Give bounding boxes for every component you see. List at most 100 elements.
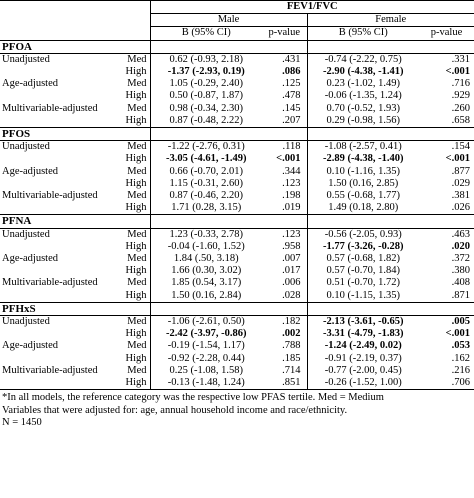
female-estimate: 0.29 (-0.98, 1.56)	[326, 114, 401, 126]
table-row: Age-adjusted Med 1.84 (.50, 3.18) .007 0.57 …	[0, 253, 474, 266]
row-label	[0, 353, 117, 365]
male-estimate: 0.87 (-0.46, 2.20)	[169, 190, 244, 202]
table-row: Unadjusted Med -1.06 (-2.61, 0.50) .182 -2.1…	[0, 315, 474, 329]
female-estimate: 1.49 (0.18, 2.80)	[328, 202, 399, 214]
male-estimate: -1.37 (-2.93, 0.19)	[167, 66, 245, 78]
table-row: Multivariable-adjusted Med 0.98 (-0.34, 2.…	[0, 102, 474, 115]
female-estimate: 1.50 (0.16, 2.85)	[328, 177, 399, 189]
row-label: Multivariable-adjusted	[2, 277, 98, 289]
male-p-value: .851	[262, 377, 308, 391]
tertile-level: Med	[117, 190, 151, 203]
male-estimate: -0.92 (-2.28, 0.44)	[167, 352, 245, 364]
section-title: PFOS	[0, 127, 117, 141]
female-p-value: .380	[451, 265, 470, 277]
row-label	[0, 115, 117, 128]
female-p-value: <.001	[445, 153, 470, 165]
female-group-header: Female	[306, 13, 474, 28]
female-p-value: .005	[419, 315, 474, 329]
male-p-value: .185	[262, 352, 308, 365]
table-row: High -0.13 (-1.48, 1.24) .851 -0.26 (-1.52,…	[0, 377, 474, 391]
tertile-level: High	[117, 177, 151, 191]
female-estimate: 0.55 (-0.68, 1.77)	[326, 190, 401, 202]
row-label	[0, 90, 117, 102]
section-header-row: PFOA	[0, 39, 474, 54]
table-row: Unadjusted Med 0.62 (-0.93, 2.18) .431 -0.74…	[0, 52, 474, 67]
group-row: Male Female	[0, 13, 474, 28]
row-label: Unadjusted	[0, 227, 117, 241]
male-p-header: p-value	[262, 26, 307, 41]
male-p-value: .182	[262, 315, 308, 329]
female-p-value: <.001	[445, 328, 470, 340]
tertile-level: Med	[117, 253, 151, 266]
row-label: Age-adjusted	[2, 78, 58, 90]
female-estimate: -0.77 (-2.00, 0.45)	[324, 364, 402, 376]
row-label: Age-adjusted	[2, 165, 58, 177]
tertile-level: Med	[117, 340, 151, 353]
male-estimate: 0.98 (-0.34, 2.30)	[169, 102, 244, 114]
table-row: High 1.71 (0.28, 3.15) .019 1.49 (0.18, 2.8…	[0, 202, 474, 215]
table-row: High -0.92 (-2.28, 0.44) .185 -0.91 (-2.19,…	[0, 352, 474, 365]
tertile-level: High	[117, 352, 151, 365]
row-label: Age-adjusted	[2, 253, 58, 265]
female-p-value: .053	[451, 340, 470, 352]
female-estimate: -0.91 (-2.19, 0.37)	[324, 352, 402, 364]
row-label	[0, 178, 117, 190]
female-estimate: 0.10 (-1.15, 1.35)	[326, 289, 401, 301]
row-label	[0, 202, 117, 215]
table-row: High 0.50 (-0.87, 1.87) .478 -0.06 (-1.35, …	[0, 90, 474, 103]
male-estimate: 1.50 (0.16, 2.84)	[171, 289, 242, 301]
female-estimate: -0.74 (-2.22, 0.75)	[307, 52, 419, 67]
male-p-value: .198	[262, 190, 308, 203]
female-p-value: .716	[451, 78, 470, 90]
row-label	[0, 328, 117, 340]
column-header-row: B (95% CI) p-value B (95% CI) p-value	[0, 26, 474, 41]
female-estimate: 0.23 (-1.02, 1.49)	[326, 78, 401, 90]
male-p-value: .125	[262, 78, 308, 91]
male-estimate: -1.06 (-2.61, 0.50)	[150, 315, 262, 329]
female-p-value: .877	[451, 165, 470, 177]
male-estimate: -0.19 (-1.54, 1.17)	[167, 340, 245, 352]
male-p-value: .714	[262, 364, 308, 378]
male-p-value: .007	[262, 253, 308, 266]
female-p-value: .029	[451, 177, 470, 189]
female-p-value: .463	[419, 227, 474, 241]
table-row: Unadjusted Med 1.23 (-0.33, 2.78) .123 -0.56…	[0, 227, 474, 241]
table-row: High 0.87 (-0.48, 2.22) .207 0.29 (-0.98, 1…	[0, 114, 474, 128]
row-label: Unadjusted	[0, 52, 117, 67]
tertile-level: Med	[117, 52, 151, 67]
tertile-level: Med	[117, 78, 151, 91]
female-p-value: .020	[451, 240, 470, 252]
row-label	[0, 290, 117, 303]
tertile-level: Med	[117, 140, 151, 154]
row-label: Age-adjusted	[2, 340, 58, 352]
male-p-value: .431	[262, 52, 308, 67]
male-estimate: 1.05 (-0.29, 2.40)	[169, 78, 244, 90]
row-label: Multivariable-adjusted	[2, 190, 98, 202]
tertile-level: High	[117, 289, 151, 303]
male-estimate: -2.42 (-3.97, -0.86)	[166, 328, 247, 340]
tertile-level: High	[117, 265, 151, 278]
female-estimate: -2.90 (-4.38, -1.41)	[323, 66, 404, 78]
table-row: Multivariable-adjusted Med 0.25 (-1.08, 1.…	[0, 364, 474, 378]
section-title: PFNA	[0, 214, 117, 229]
section-header-row: PFNA	[0, 214, 474, 229]
tertile-level: High	[117, 328, 151, 341]
female-estimate: 0.10 (-1.16, 1.35)	[326, 165, 401, 177]
table-row: Multivariable-adjusted Med 0.87 (-0.46, 2.…	[0, 190, 474, 203]
female-p-value: .706	[419, 377, 474, 391]
female-estimate: -3.31 (-4.79, -1.83)	[323, 328, 404, 340]
female-estimate: 0.51 (-0.70, 1.72)	[326, 277, 401, 289]
male-estimate: 1.66 (0.30, 3.02)	[171, 265, 242, 277]
row-label	[0, 66, 117, 78]
row-label	[0, 377, 117, 391]
female-estimate: 0.70 (-0.52, 1.93)	[326, 102, 401, 114]
tertile-level: High	[117, 377, 151, 391]
row-label	[0, 265, 117, 277]
male-p-value: .002	[262, 328, 308, 341]
female-p-value: .372	[451, 253, 470, 265]
female-estimate: -1.08 (-2.57, 0.41)	[307, 140, 419, 154]
male-p-value: .019	[262, 202, 308, 215]
footnote-sample-size: N = 1450	[2, 417, 42, 429]
male-p-value: .145	[262, 102, 308, 115]
